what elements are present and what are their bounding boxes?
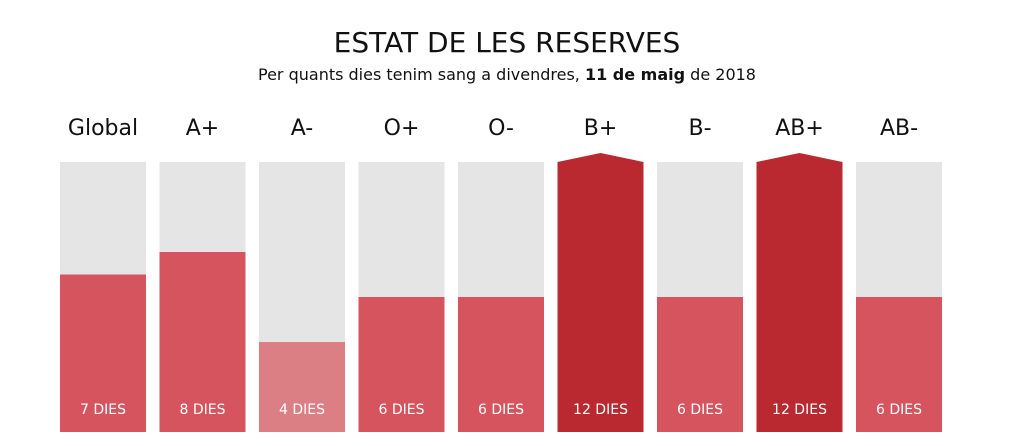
category-label: A+: [186, 116, 219, 141]
bar: [856, 297, 942, 432]
value-label: 8 DIES: [180, 402, 226, 418]
category-label: B-: [688, 116, 711, 141]
bar: [557, 153, 644, 432]
value-label: 6 DIES: [677, 402, 723, 418]
value-label: 6 DIES: [379, 402, 425, 418]
category-label: O+: [384, 116, 420, 141]
category-label: AB-: [880, 116, 918, 141]
value-label: 6 DIES: [876, 402, 922, 418]
value-label: 4 DIES: [279, 402, 325, 418]
value-label: 6 DIES: [478, 402, 524, 418]
category-label: B+: [584, 116, 618, 141]
value-label: 7 DIES: [80, 402, 126, 418]
category-label: A-: [291, 116, 314, 141]
subtitle-part: de 2018: [685, 65, 756, 84]
chart-subtitle: Per quants dies tenim sang a divendres, …: [258, 65, 756, 84]
bar: [358, 297, 445, 432]
bar: [657, 297, 743, 432]
category-label: O-: [488, 116, 514, 141]
bar: [60, 274, 146, 432]
bar: [259, 342, 345, 432]
subtitle-part: Per quants dies tenim sang a divendres,: [258, 65, 585, 84]
bar: [756, 153, 843, 432]
chart-title: ESTAT DE LES RESERVES: [334, 26, 681, 59]
subtitle-date: 11 de maig: [585, 65, 685, 84]
value-label: 12 DIES: [772, 402, 827, 418]
bar: [458, 297, 544, 432]
category-label: AB+: [775, 116, 824, 141]
category-label: Global: [68, 116, 138, 141]
value-label: 12 DIES: [573, 402, 628, 418]
bar: [159, 252, 246, 432]
